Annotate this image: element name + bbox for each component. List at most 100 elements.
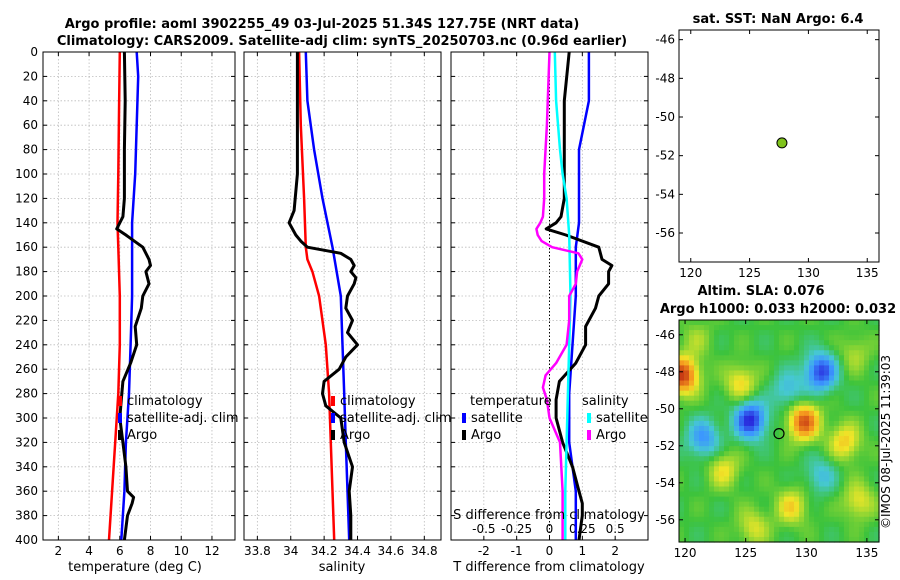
heatmap-cell xyxy=(809,390,815,397)
heatmap-cell xyxy=(869,365,875,372)
heatmap-cell xyxy=(839,496,845,503)
heatmap-cell xyxy=(699,531,705,538)
ytick-label: 300 xyxy=(15,411,38,425)
legend-label-t-argo: Argo xyxy=(471,428,501,443)
heatmap-cell xyxy=(679,330,685,336)
xtick-label: 34 xyxy=(283,544,298,558)
heatmap-cell xyxy=(799,360,805,367)
heatmap-cell xyxy=(859,335,865,341)
heatmap-cell xyxy=(744,345,750,351)
heatmap-cell xyxy=(849,461,855,467)
heatmap-cell xyxy=(699,476,705,483)
heatmap-cell xyxy=(789,531,795,538)
heatmap-cell xyxy=(734,461,740,467)
heatmap-cell xyxy=(794,370,800,377)
series-line-argo xyxy=(287,52,359,540)
heatmap-cell xyxy=(724,350,730,356)
heatmap-cell xyxy=(749,431,755,437)
heatmap-cell xyxy=(819,521,825,528)
heatmap-cell xyxy=(699,521,705,528)
heatmap-cell xyxy=(839,355,845,361)
heatmap-cell xyxy=(819,441,825,447)
heatmap-cell xyxy=(744,521,750,528)
heatmap-cell xyxy=(759,390,765,397)
heatmap-cell xyxy=(844,360,850,367)
heatmap-cell xyxy=(854,380,860,387)
heatmap-cell xyxy=(719,330,725,336)
heatmap-cell xyxy=(824,345,830,351)
heatmap-cell xyxy=(714,345,720,351)
heatmap-cell xyxy=(734,415,740,422)
heatmap-cell xyxy=(719,441,725,447)
legend-label-satellite: satellite-adj. clim xyxy=(127,411,239,426)
heatmap-cell xyxy=(824,501,830,508)
heatmap-cell xyxy=(784,436,790,442)
heatmap-cell xyxy=(744,395,750,402)
heatmap-cell xyxy=(869,350,875,356)
heatmap-cell xyxy=(829,516,835,523)
heatmap-cell xyxy=(684,345,690,351)
heatmap-cell xyxy=(694,335,700,341)
heatmap-cell xyxy=(759,486,765,493)
heatmap-cell xyxy=(844,521,850,528)
heatmap-cell xyxy=(684,476,690,483)
heatmap-cell xyxy=(734,526,740,533)
heatmap-cell xyxy=(734,486,740,493)
heatmap-cell xyxy=(814,516,820,523)
heatmap-cell xyxy=(714,370,720,377)
heatmap-cell xyxy=(789,521,795,528)
heatmap-cell xyxy=(854,516,860,523)
heatmap-cell xyxy=(719,335,725,341)
heatmap-cell xyxy=(854,355,860,361)
heatmap-cell xyxy=(729,516,735,523)
heatmap-cell xyxy=(869,476,875,483)
heatmap-cell xyxy=(874,350,880,356)
heatmap-cell xyxy=(714,491,720,498)
heatmap-cell xyxy=(829,501,835,508)
heatmap-cell xyxy=(734,506,740,513)
heatmap-cell xyxy=(874,491,880,498)
heatmap-cell xyxy=(829,481,835,488)
top-axis-tick-label: -0.5 xyxy=(472,522,495,536)
heatmap-cell xyxy=(809,320,815,326)
heatmap-cell xyxy=(744,405,750,412)
heatmap-cell xyxy=(719,431,725,437)
heatmap-cell xyxy=(704,325,710,331)
heatmap-cell xyxy=(724,400,730,407)
heatmap-cell xyxy=(749,335,755,341)
heatmap-cell xyxy=(789,360,795,367)
heatmap-cell xyxy=(734,496,740,503)
heatmap-cell xyxy=(759,355,765,361)
heatmap-cell xyxy=(694,415,700,422)
heatmap-cell xyxy=(864,345,870,351)
heatmap-cell xyxy=(814,425,820,432)
sla-map-title-line2: Argo h1000: 0.033 h2000: 0.032 xyxy=(660,302,896,317)
heatmap-cell xyxy=(729,511,735,518)
heatmap-cell xyxy=(729,451,735,457)
xtick-label: 4 xyxy=(85,544,93,558)
heatmap-cell xyxy=(714,436,720,442)
heatmap-cell xyxy=(754,320,760,326)
ytick-label: 220 xyxy=(15,313,38,327)
heatmap-cell xyxy=(694,360,700,367)
heatmap-cell xyxy=(749,360,755,367)
heatmap-cell xyxy=(849,410,855,417)
heatmap-cell xyxy=(794,491,800,498)
heatmap-cell xyxy=(804,340,810,346)
heatmap-cell xyxy=(684,486,690,493)
heatmap-cell xyxy=(709,325,715,331)
heatmap-cell xyxy=(834,410,840,417)
heatmap-cell xyxy=(689,501,695,508)
heatmap-cell xyxy=(679,380,685,387)
heatmap-cell xyxy=(759,431,765,437)
heatmap-cell xyxy=(709,330,715,336)
heatmap-cell xyxy=(854,330,860,336)
heatmap-cell xyxy=(789,420,795,427)
heatmap-cell xyxy=(734,516,740,523)
heatmap-cell xyxy=(759,425,765,432)
heatmap-cell xyxy=(774,451,780,457)
heatmap-cell xyxy=(819,340,825,346)
heatmap-cell xyxy=(844,531,850,538)
legend-label-s-satellite: satellite xyxy=(596,411,648,426)
ytick-label: 200 xyxy=(15,289,38,303)
